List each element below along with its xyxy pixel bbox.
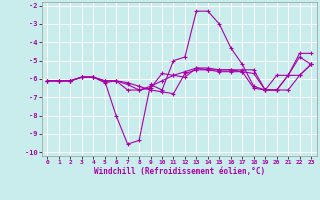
X-axis label: Windchill (Refroidissement éolien,°C): Windchill (Refroidissement éolien,°C) — [94, 167, 265, 176]
